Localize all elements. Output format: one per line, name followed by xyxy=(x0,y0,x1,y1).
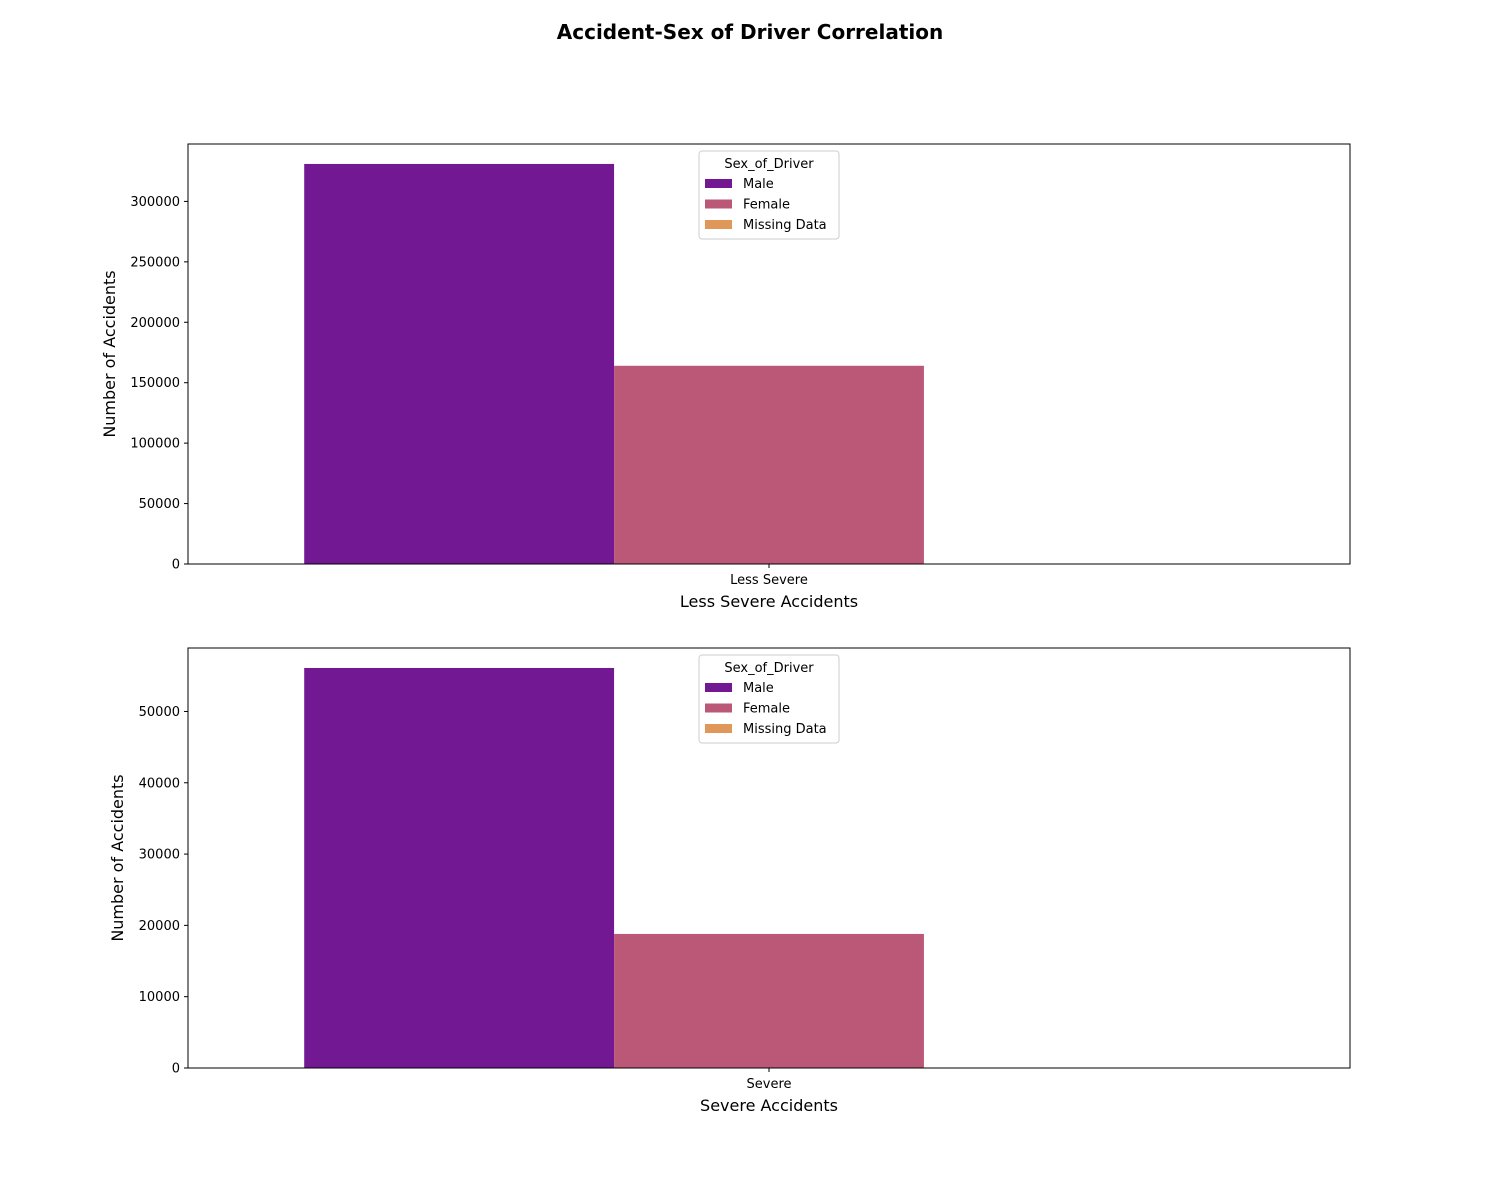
legend-label-missing-data: Missing Data xyxy=(743,722,827,737)
legend: Sex_of_Driver Male Female Missing Data xyxy=(698,150,840,240)
y-tick-label: 250000 xyxy=(130,255,180,270)
y-tick-label: 40000 xyxy=(139,776,180,791)
x-tick-label: Less Severe xyxy=(730,573,808,588)
bar-female xyxy=(614,365,924,564)
y-tick-label: 150000 xyxy=(130,376,180,391)
legend-swatch-missing-data xyxy=(705,220,732,229)
subplot-1: 0 50000 100000 150000 200000 250000 300000 Less… xyxy=(100,143,1351,611)
legend-swatch-male xyxy=(705,683,732,692)
legend-swatch-missing-data xyxy=(705,724,732,733)
y-axis-label: Number of Accidents xyxy=(100,270,119,437)
y-tick-label: 200000 xyxy=(130,316,180,331)
figure-title: Accident-Sex of Driver Correlation xyxy=(556,20,944,44)
legend-swatch-male xyxy=(705,179,732,188)
y-tick-label: 0 xyxy=(172,558,180,573)
legend-label-missing-data: Missing Data xyxy=(743,218,827,233)
legend-label-female: Female xyxy=(743,702,790,717)
bar-male xyxy=(304,667,615,1068)
bar-male xyxy=(304,163,615,564)
y-tick-label: 300000 xyxy=(130,195,180,210)
legend-box xyxy=(698,654,840,744)
y-axis-label: Number of Accidents xyxy=(108,774,127,941)
legend-label-male: Male xyxy=(743,177,774,192)
y-tick-label: 10000 xyxy=(139,990,180,1005)
legend-label-female: Female xyxy=(743,198,790,213)
legend-swatch-female xyxy=(705,199,732,209)
legend-box xyxy=(698,150,840,240)
legend-title: Sex_of_Driver xyxy=(724,157,814,172)
y-tick-label: 20000 xyxy=(139,919,180,934)
x-axis-label: Severe Accidents xyxy=(700,1096,838,1115)
y-tick-label: 50000 xyxy=(139,497,180,512)
legend-title: Sex_of_Driver xyxy=(724,661,814,676)
x-tick-label: Severe xyxy=(747,1077,792,1092)
y-tick-label: 50000 xyxy=(139,705,180,720)
y-tick-label: 100000 xyxy=(130,437,180,452)
y-tick-label: 0 xyxy=(172,1062,180,1077)
bar-female xyxy=(614,933,924,1068)
legend-swatch-female xyxy=(705,703,732,713)
legend: Sex_of_Driver Male Female Missing Data xyxy=(698,654,840,744)
subplot-2: 0 10000 20000 30000 40000 50000 Severe Severe A… xyxy=(108,647,1351,1115)
y-tick-label: 30000 xyxy=(139,848,180,863)
x-axis-label: Less Severe Accidents xyxy=(680,592,858,611)
legend-label-male: Male xyxy=(743,681,774,696)
